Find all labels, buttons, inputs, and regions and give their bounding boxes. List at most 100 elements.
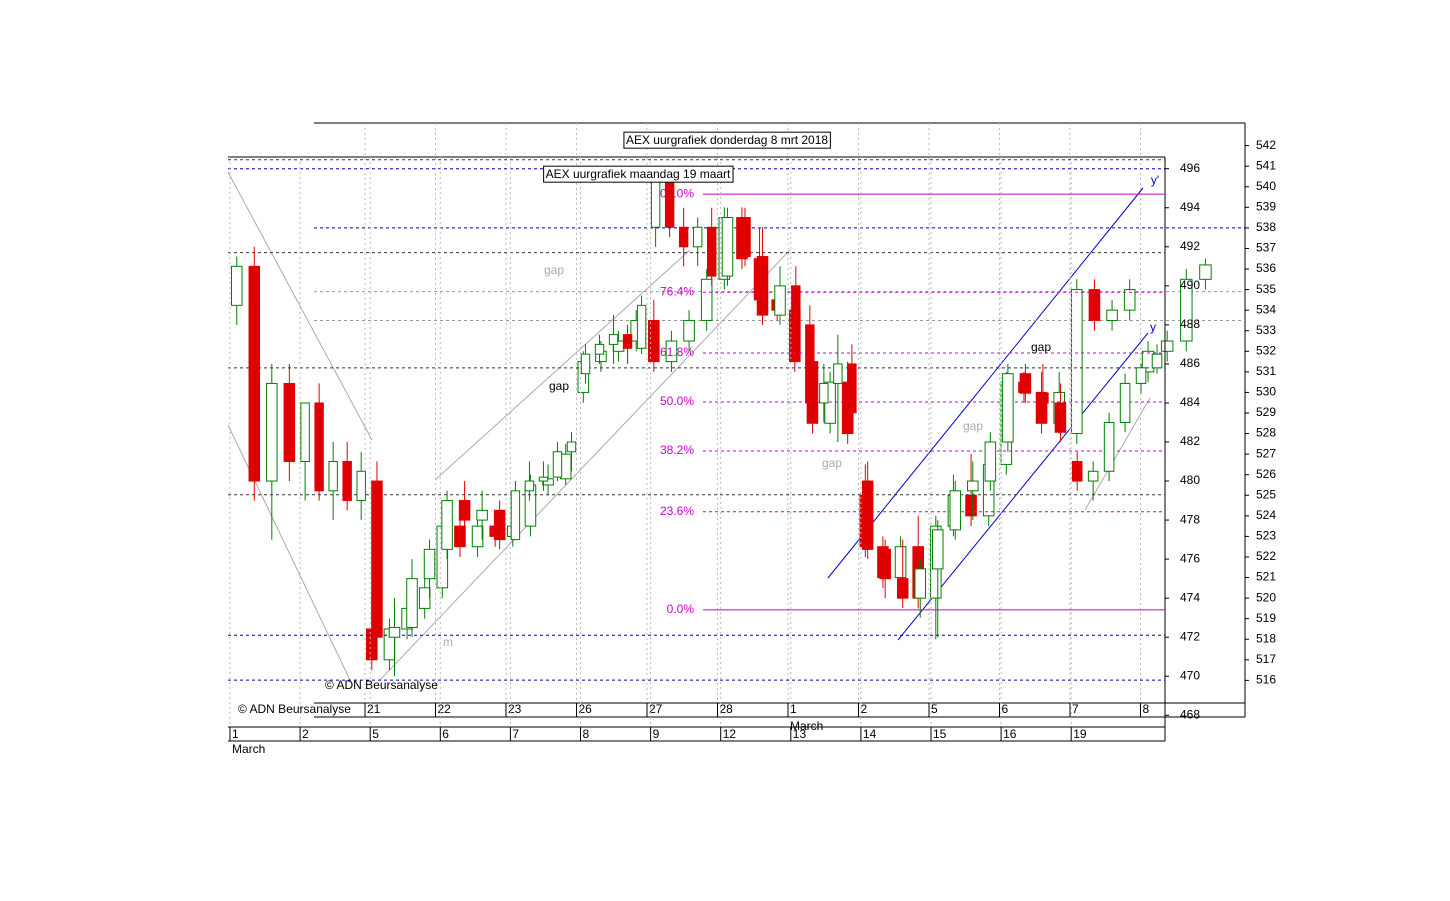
candle-body [879,548,891,580]
y-tick-label: 535 [1256,282,1276,296]
candle-body [861,480,874,550]
fib-label: 76.4% [660,284,694,298]
candle-body [1037,392,1049,404]
x-tick-label: 16 [1003,727,1017,741]
y-tick-label: 530 [1256,385,1276,399]
chart-layer: 468 470 472 474 476 478 480 482 484 486 488 490 492 4… [228,156,1200,756]
candle-body [648,319,660,363]
y-tick-label: 522 [1256,549,1276,563]
candle-body [1019,373,1032,394]
month-label: March [232,742,265,756]
candle-body [454,525,466,548]
annotation: gap [822,456,842,470]
candle-body [441,500,453,550]
x-tick-label: 12 [723,727,737,741]
annotation: gap [549,379,569,393]
candle-body [1035,391,1048,424]
y-tick-label: 492 [1180,239,1200,253]
candle-body [524,480,535,492]
candle-body [328,461,338,492]
candle-body [739,217,751,258]
candle-body [493,509,506,541]
y-tick-label: 539 [1256,199,1276,213]
candle-body [965,494,977,517]
candle-body [471,525,484,548]
y-tick-label: 532 [1256,343,1276,357]
candle-body [914,568,926,599]
candle-body [984,441,997,482]
x-tick-label: 7 [512,727,519,741]
annotation: gap [963,419,983,433]
candle-body [894,546,907,579]
y-tick-label: 476 [1180,551,1200,565]
x-tick-label: 2 [302,727,309,741]
y-tick-label: 516 [1256,673,1276,687]
fib-label: 0.0% [667,602,695,616]
copyright: © ADN Beursanalyse [238,702,351,716]
x-tick-label: 2 [861,702,868,716]
candle-body [1119,382,1131,423]
y-tick-label: 533 [1256,323,1276,337]
y-tick-label: 494 [1180,200,1200,214]
candle-body [314,402,324,492]
candle-body [510,490,521,541]
y-tick-label: 519 [1256,611,1276,625]
y-tick-label: 528 [1256,426,1276,440]
candle-body [418,587,431,609]
annotation: y' [1151,173,1159,187]
candle-body [594,343,605,355]
candle-body [1106,309,1118,321]
x-tick-label: 27 [649,702,663,716]
title-box [623,131,831,149]
candle-body [774,285,786,316]
candle-body [932,529,944,570]
y-tick-label: 470 [1180,668,1200,682]
x-tick-label: 5 [372,727,379,741]
candle-body [706,226,717,277]
candle-body [608,334,619,345]
candle-body [552,451,563,478]
x-tick-label: 5 [931,702,938,716]
candle-body [896,578,909,599]
y-tick-label: 537 [1256,241,1276,255]
y-tick-label: 541 [1256,158,1276,172]
y-tick-label: 520 [1256,590,1276,604]
candle-body [949,490,962,531]
y-tick-label: 538 [1256,220,1276,234]
y-tick-label: 536 [1256,261,1276,275]
candle-body [580,353,591,375]
candle-body [1002,373,1014,443]
y-tick-label: 518 [1256,631,1276,645]
annotation: y [1150,320,1156,334]
candle-body [566,441,577,453]
chart-title: AEX uurgrafiek donderdag 8 mrt 2018 [626,133,828,147]
fib-label: 61.8% [660,345,694,359]
y-tick-label: 521 [1256,570,1276,584]
candle-body [231,265,243,306]
y-tick-label: 486 [1180,356,1200,370]
candle-body [1071,289,1083,435]
candle-body [283,382,296,463]
candle-body [664,177,675,228]
x-tick-label: 21 [367,702,381,716]
candle-body [371,480,383,638]
y-tick-label: 484 [1180,395,1200,409]
candle-body [1087,470,1099,482]
x-tick-label: 9 [653,727,660,741]
candle-body [458,500,471,521]
fib-label: 50.0% [660,394,694,408]
y-tick-label: 542 [1256,138,1276,152]
candle-body [967,480,979,492]
y-tick-label: 517 [1256,652,1276,666]
candle-body [833,363,843,384]
y-tick-label: 531 [1256,364,1276,378]
y-tick-label: 529 [1256,405,1276,419]
candle-body [1160,340,1174,352]
copyright: © ADN Beursanalyse [325,678,438,692]
candle-body [683,319,695,342]
fib-label: 23.6% [660,504,694,518]
x-tick-label: 1 [232,727,239,741]
x-tick-label: 7 [1072,702,1079,716]
candle-body [1199,264,1212,280]
